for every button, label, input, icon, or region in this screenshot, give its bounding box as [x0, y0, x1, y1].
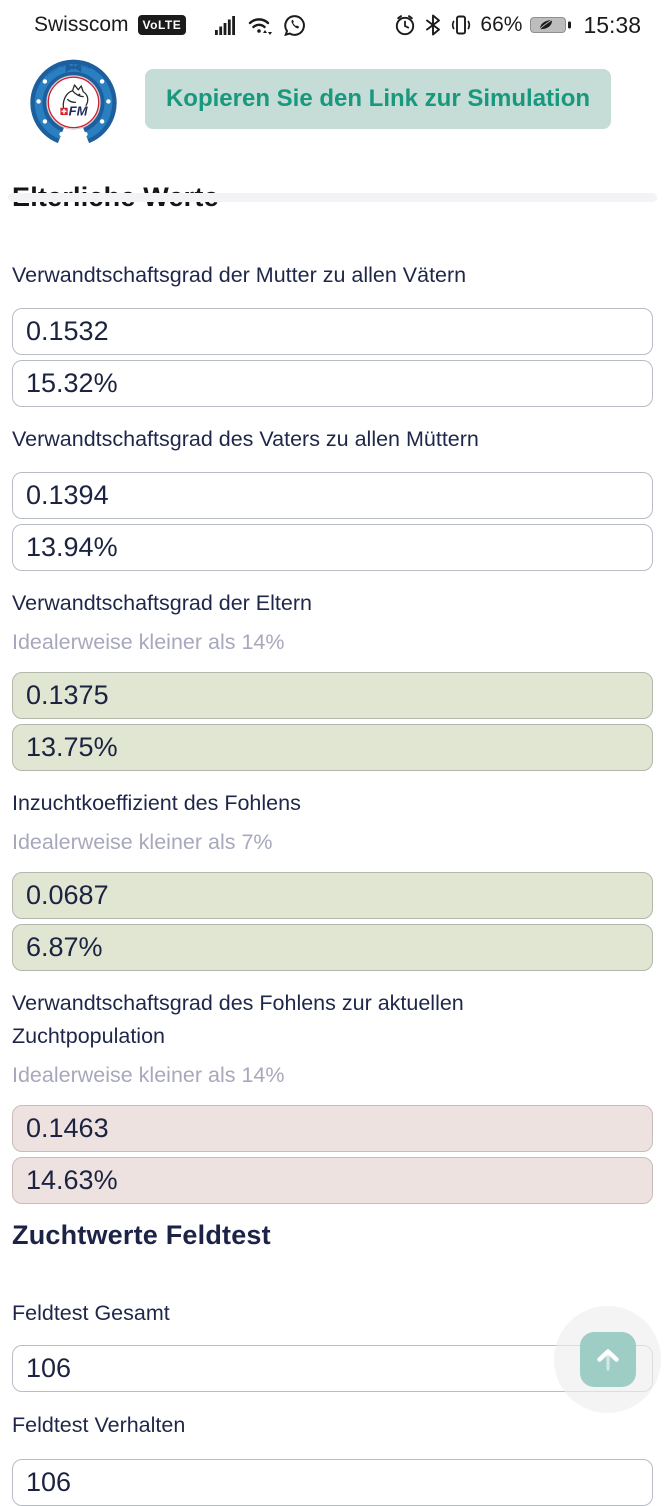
value-input-father-mothers[interactable]	[12, 472, 653, 519]
value-input-mother-fathers[interactable]	[12, 308, 653, 355]
whatsapp-icon	[282, 13, 307, 38]
field-group-feldtest-gesamt: Feldtest Gesamt	[12, 1297, 653, 1392]
field-group-foal-population: Verwandtschaftsgrad des Fohlens zur aktu…	[12, 987, 653, 1204]
field-group-mother-fathers: Verwandtschaftsgrad der Mutter zu allen …	[12, 259, 653, 407]
main-content: Elterliche Werte Verwandtschaftsgrad der…	[0, 182, 665, 1506]
page-header: Rauf ain Virtual FM Kopieren Sie den Lin…	[0, 46, 665, 202]
percent-input-inbreeding[interactable]	[12, 924, 653, 971]
field-label: Verwandtschaftsgrad des Fohlens zur aktu…	[12, 991, 464, 1048]
wifi-icon	[247, 13, 273, 37]
carrier-label: Swisscom	[34, 13, 129, 36]
field-group-inbreeding: Inzuchtkoeffizient des Fohlens Idealerwe…	[12, 787, 653, 971]
field-label: Feldtest Verhalten	[12, 1413, 186, 1437]
fm-horseshoe-logo[interactable]: Rauf ain Virtual FM	[25, 51, 122, 148]
field-group-father-mothers: Verwandtschaftsgrad des Vaters zu allen …	[12, 423, 653, 571]
signal-strength-icon	[214, 13, 238, 37]
percent-input-parents[interactable]	[12, 724, 653, 771]
field-group-parents: Verwandtschaftsgrad der Eltern Idealerwe…	[12, 587, 653, 771]
logo-fm-text: FM	[69, 103, 89, 118]
vibrate-icon	[449, 13, 473, 37]
scroll-to-top-button[interactable]	[580, 1332, 636, 1387]
percent-input-foal-population[interactable]	[12, 1157, 653, 1204]
bluetooth-icon	[424, 13, 442, 37]
value-input-foal-population[interactable]	[12, 1105, 653, 1152]
value-input-inbreeding[interactable]	[12, 872, 653, 919]
field-group-feldtest-verhalten: Feldtest Verhalten	[12, 1409, 653, 1506]
battery-icon	[529, 13, 573, 37]
field-label: Verwandtschaftsgrad des Vaters zu allen …	[12, 427, 479, 451]
copy-simulation-link-button[interactable]: Kopieren Sie den Link zur Simulation	[145, 69, 611, 129]
volte-badge: VoLTE	[137, 15, 187, 35]
field-hint: Idealerweise kleiner als 14%	[12, 1063, 285, 1087]
field-label: Verwandtschaftsgrad der Eltern	[12, 591, 312, 615]
value-input-parents[interactable]	[12, 672, 653, 719]
percent-input-father-mothers[interactable]	[12, 524, 653, 571]
arrow-up-icon	[591, 1343, 625, 1377]
percent-input-mother-fathers[interactable]	[12, 360, 653, 407]
header-divider	[8, 193, 657, 202]
field-label: Inzuchtkoeffizient des Fohlens	[12, 791, 301, 815]
status-bar: Swisscom VoLTE	[0, 0, 665, 46]
feldtest-gesamt-input[interactable]	[12, 1345, 653, 1392]
field-hint: Idealerweise kleiner als 14%	[12, 630, 285, 654]
field-hint: Idealerweise kleiner als 7%	[12, 830, 273, 854]
clock-label: 15:38	[583, 11, 641, 38]
field-label: Feldtest Gesamt	[12, 1301, 170, 1325]
feldtest-verhalten-input[interactable]	[12, 1459, 653, 1506]
battery-percent-label: 66%	[480, 13, 523, 36]
field-label: Verwandtschaftsgrad der Mutter zu allen …	[12, 263, 467, 287]
alarm-clock-icon	[393, 13, 417, 37]
section-title-feldtest: Zuchtwerte Feldtest	[12, 1220, 271, 1250]
